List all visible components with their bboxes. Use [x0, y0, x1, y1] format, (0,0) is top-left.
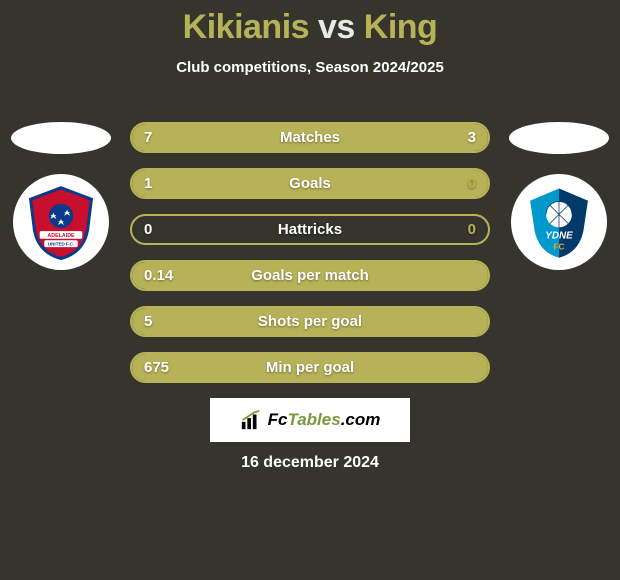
stat-label: Matches: [132, 129, 488, 146]
player2-club-badge: YDNE FC: [511, 174, 607, 270]
watermark-text: FcTables.com: [268, 410, 381, 430]
player1-name: Kikianis: [183, 8, 309, 46]
comparison-title: Kikianis vs King: [0, 0, 620, 47]
watermark-tables: Tables: [287, 410, 340, 429]
stat-label: Min per goal: [132, 359, 488, 376]
adelaide-badge-icon: ADELAIDE UNITED F.C.: [23, 184, 99, 260]
stat-row-matches: 7 Matches 3: [130, 122, 490, 153]
stat-row-hattricks: 0 Hattricks 0: [130, 214, 490, 245]
svg-text:UNITED F.C.: UNITED F.C.: [48, 242, 74, 247]
player2-photo: [509, 122, 609, 154]
stat-right-value: 0: [468, 175, 476, 192]
svg-text:YDNE: YDNE: [545, 231, 573, 242]
player1-photo: [11, 122, 111, 154]
stat-label: Shots per goal: [132, 313, 488, 330]
svg-text:ADELAIDE: ADELAIDE: [47, 233, 75, 239]
stats-container: 7 Matches 3 1 Goals 0 0 Hattricks 0 0.14…: [130, 122, 490, 383]
stat-row-goals: 1 Goals 0: [130, 168, 490, 199]
player2-name: King: [364, 8, 438, 46]
watermark-com: .com: [341, 410, 381, 429]
subtitle: Club competitions, Season 2024/2025: [0, 59, 620, 76]
player1-column: ADELAIDE UNITED F.C.: [6, 122, 116, 270]
stat-row-spg: 5 Shots per goal: [130, 306, 490, 337]
stat-label: Goals: [132, 175, 488, 192]
stat-label: Hattricks: [132, 221, 488, 238]
svg-text:FC: FC: [553, 241, 564, 251]
stat-row-gpm: 0.14 Goals per match: [130, 260, 490, 291]
date: 16 december 2024: [0, 454, 620, 472]
vs-text: vs: [318, 8, 355, 46]
stat-row-mpg: 675 Min per goal: [130, 352, 490, 383]
watermark-fc: Fc: [268, 410, 288, 429]
stat-right-value: 0: [468, 221, 476, 238]
stat-label: Goals per match: [132, 267, 488, 284]
player1-club-badge: ADELAIDE UNITED F.C.: [13, 174, 109, 270]
sydney-badge-icon: YDNE FC: [521, 184, 597, 260]
player2-column: YDNE FC: [504, 122, 614, 270]
watermark: FcTables.com: [210, 398, 410, 442]
stat-right-value: 3: [468, 129, 476, 146]
fctables-logo-icon: [240, 409, 262, 431]
